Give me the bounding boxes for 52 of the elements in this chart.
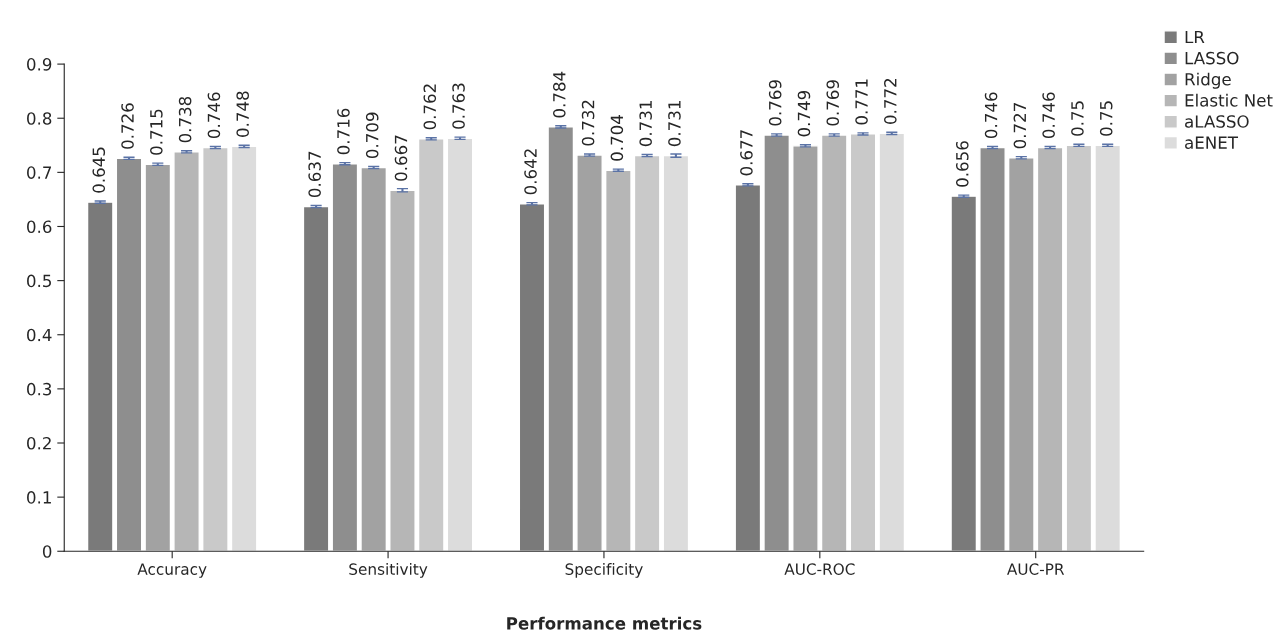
legend-label: Elastic Net [1185,93,1273,107]
x-axis-title: Performance metrics [507,616,702,630]
data-label: 0.746 [207,92,221,139]
data-label: 0.769 [826,80,840,126]
legend-label: aLASSO [1185,115,1249,128]
legend-label: aENET [1185,136,1239,149]
y-tick-label: 0.1 [27,491,51,504]
legend-label: LR [1185,30,1205,44]
data-label: 0.75 [1099,101,1113,136]
data-label: 0.715 [150,109,163,155]
y-tick-label: 0.4 [27,328,52,342]
x-tick-label: AUC-PR [1007,563,1065,575]
y-tick-label: 0.2 [27,436,51,450]
data-label: 0.732 [581,100,595,146]
data-label: 0.716 [337,108,350,155]
data-label: 0.763 [452,83,465,129]
x-tick-label: Specificity [565,563,643,578]
data-label: 0.746 [984,92,998,139]
data-label: 0.746 [1042,92,1055,139]
y-tick-label: 0.7 [27,166,52,179]
data-label: 0.726 [121,103,134,149]
x-tick-label: Sensitivity [349,563,428,578]
data-label: 0.749 [797,90,811,137]
data-label: 0.727 [1013,103,1027,149]
legend-label: LASSO [1185,51,1239,65]
x-tick-label: Accuracy [137,563,207,578]
data-label: 0.731 [668,101,681,147]
data-label: 0.677 [740,130,753,176]
data-label: 0.704 [610,115,624,161]
legend-label: Ridge [1185,72,1231,89]
data-label: 0.637 [308,151,321,198]
data-label: 0.667 [394,135,408,181]
data-label: 0.642 [524,149,537,195]
y-tick-label: 0.3 [27,382,52,396]
data-label: 0.772 [884,79,897,124]
y-tick-label: 0.6 [27,220,52,234]
data-label: 0.784 [553,71,566,118]
data-label: 0.656 [955,141,969,187]
data-label: 0.762 [423,84,437,130]
data-label: 0.771 [855,79,868,125]
y-tick-label: 0.5 [27,274,51,288]
data-label: 0.738 [178,96,192,143]
data-label: 0.748 [236,91,249,137]
y-tick-label: 0.9 [27,58,52,71]
x-tick-label: AUC-ROC [784,563,855,575]
data-label: 0.645 [92,147,106,193]
y-tick-label: 0.8 [27,112,52,125]
data-label: 0.709 [365,112,379,159]
data-label: 0.769 [768,80,782,126]
data-label: 0.731 [639,101,652,147]
data-label: 0.75 [1071,101,1084,136]
y-tick-label: 0 [42,545,52,558]
